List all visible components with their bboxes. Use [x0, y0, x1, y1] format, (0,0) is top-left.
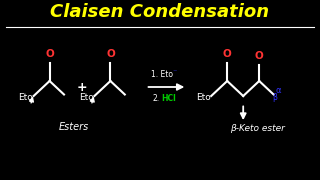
Text: 1. Eto: 1. Eto	[151, 70, 172, 79]
Text: α: α	[275, 86, 281, 94]
Text: Eto: Eto	[18, 93, 33, 102]
Text: 2.: 2.	[153, 94, 160, 103]
Text: O: O	[45, 49, 54, 59]
Text: Claisen Condensation: Claisen Condensation	[51, 3, 269, 21]
Text: β: β	[273, 93, 277, 102]
Text: Eto: Eto	[196, 93, 211, 102]
Text: O: O	[106, 49, 115, 59]
Text: O: O	[223, 49, 232, 59]
Text: β-Keto ester: β-Keto ester	[230, 124, 285, 133]
Text: Esters: Esters	[59, 123, 89, 132]
Text: ⁻: ⁻	[172, 68, 177, 77]
Text: Eto: Eto	[79, 93, 94, 102]
Text: O: O	[255, 51, 264, 61]
Text: +: +	[76, 80, 87, 93]
Text: HCl: HCl	[162, 94, 176, 103]
